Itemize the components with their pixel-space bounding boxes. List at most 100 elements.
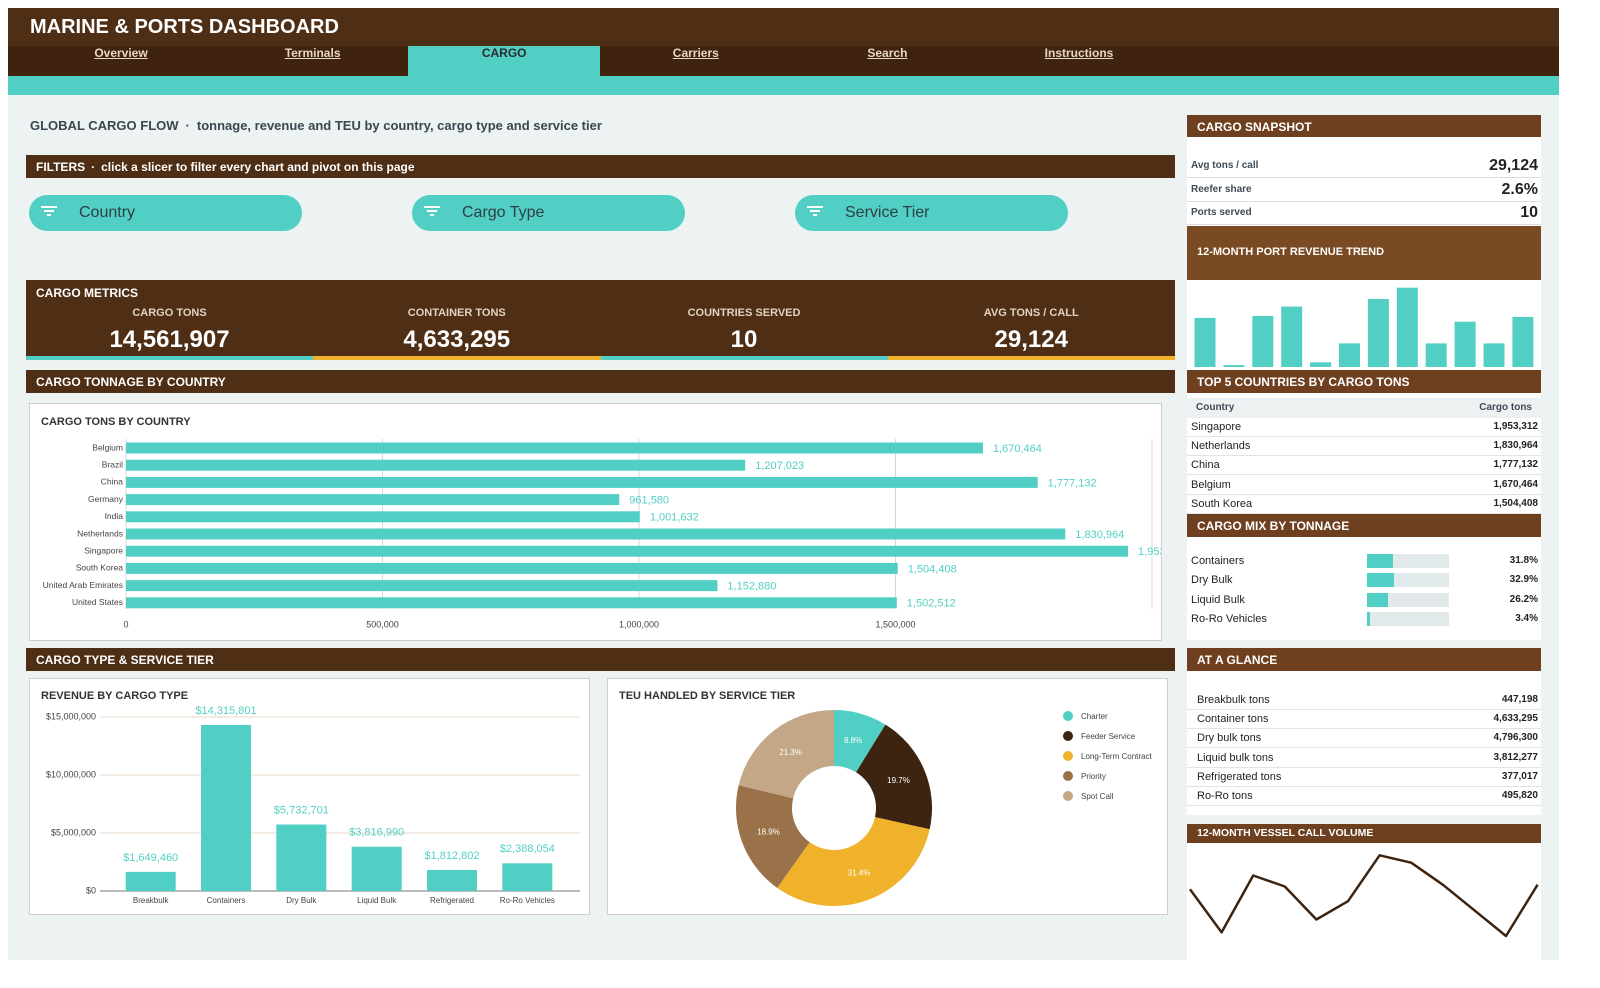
mix-label: Dry Bulk (1191, 574, 1233, 587)
page-heading: GLOBAL CARGO FLOW · tonnage, revenue and T… (30, 118, 602, 133)
accent-strip (8, 76, 1559, 95)
bar (1252, 316, 1274, 367)
tab[interactable]: Instructions (1044, 46, 1114, 60)
mix-bar (1367, 573, 1394, 588)
heading-title: GLOBAL CARGO FLOW (30, 118, 179, 133)
tab[interactable]: Terminals (284, 46, 341, 60)
value-label: 1,777,132 (1048, 477, 1097, 489)
section-title: CARGO TONNAGE BY COUNTRY (36, 375, 226, 389)
bar (126, 562, 898, 574)
snapshot-value: 2.6% (1501, 180, 1538, 198)
bar (126, 494, 620, 506)
metric-label: COUNTRIES SERVED (687, 307, 801, 319)
category-label: Refrigerated (430, 896, 474, 905)
section-title: 12-MONTH VESSEL CALL VOLUME (1197, 827, 1374, 839)
bar (1425, 343, 1447, 367)
category-label: Liquid Bulk (357, 896, 397, 905)
bar (1310, 362, 1332, 367)
category-label: United Arab Emirates (43, 580, 123, 590)
table-cell: Netherlands (1191, 440, 1251, 453)
slicer-label: Cargo Type (462, 204, 545, 221)
table-cell: 1,830,964 (1493, 440, 1539, 452)
section-header (26, 370, 1175, 393)
row-divider (1187, 766, 1541, 768)
category-label: Netherlands (77, 528, 123, 538)
glance-label: Refrigerated tons (1197, 770, 1282, 783)
category-label: Breakbulk (133, 896, 170, 905)
metric-value: 4,633,295 (403, 326, 511, 353)
table-cell: 1,504,408 (1493, 497, 1539, 509)
bar (1281, 306, 1303, 367)
header-bar (8, 8, 1559, 46)
y-tick-label: $15,000,000 (46, 711, 96, 721)
glance-label: Ro-Ro tons (1197, 790, 1253, 802)
section-title: CARGO SNAPSHOT (1197, 119, 1312, 134)
bar (502, 863, 553, 891)
mix-panel (1187, 537, 1541, 640)
glance-value: 4,796,300 (1493, 732, 1539, 744)
donut-slice (736, 785, 810, 888)
chart-title: REVENUE BY CARGO TYPE (41, 690, 188, 702)
section-title: AT A GLANCE (1197, 653, 1278, 667)
table-cell: 1,670,464 (1493, 478, 1539, 490)
slice-label: 31.4% (848, 868, 871, 877)
row-divider (1187, 224, 1541, 225)
glance-label: Container tons (1197, 713, 1269, 726)
slicer[interactable] (29, 195, 302, 231)
bar (201, 724, 251, 891)
row-divider (1187, 805, 1541, 806)
value-label: 1,502,512 (907, 598, 956, 610)
bar (1339, 343, 1360, 367)
glance-value: 377,017 (1501, 770, 1538, 782)
metric-value: 14,561,907 (109, 326, 230, 353)
category-label: Dry Bulk (286, 896, 317, 905)
tab[interactable]: Carriers (672, 46, 719, 60)
row-divider (1187, 474, 1541, 476)
metric-accent (600, 356, 888, 360)
row-divider (1187, 728, 1541, 730)
section-title: CARGO MIX BY TONNAGE (1197, 519, 1350, 533)
value-label: 1,207,023 (755, 460, 804, 472)
category-label: Brazil (102, 459, 123, 469)
tab[interactable]: Search (867, 46, 908, 60)
tab[interactable]: CARGO (408, 46, 601, 76)
x-tick-label: 1,000,000 (619, 619, 659, 629)
metric-accent (887, 356, 1175, 360)
section-header (1187, 115, 1541, 137)
bar (126, 580, 718, 592)
slice-label: 8.8% (844, 736, 862, 745)
glance-panel (1187, 671, 1541, 815)
value-label: 1,152,880 (727, 581, 776, 593)
bar (1223, 365, 1245, 367)
legend-label: Priority (1081, 772, 1106, 781)
metrics-title: CARGO METRICS (36, 286, 138, 300)
slice-label: 21.3% (779, 748, 802, 757)
legend-swatch (1063, 751, 1073, 761)
slice-label: 19.7% (887, 776, 910, 785)
value-label: 1,504,408 (908, 563, 957, 575)
metric-label: CARGO TONS (132, 307, 207, 319)
slicer[interactable] (795, 195, 1068, 231)
donut-slice (834, 710, 886, 773)
snapshot-value: 29,124 (1489, 157, 1538, 174)
slicer[interactable] (412, 195, 685, 231)
donut-slice (777, 817, 930, 906)
filters-title: FILTERS (36, 160, 86, 174)
value-label: 1,830,964 (1075, 529, 1124, 541)
tab[interactable]: Overview (94, 46, 148, 60)
snapshot-panel (1187, 137, 1541, 226)
category-label: United States (72, 597, 123, 607)
section-header (1187, 514, 1541, 537)
bar (1512, 316, 1534, 367)
filters-bar (26, 155, 1175, 178)
value-label: $3,816,990 (349, 827, 404, 839)
bar (427, 869, 477, 891)
bar (126, 597, 897, 609)
metric-label: CONTAINER TONS (407, 307, 506, 319)
glance-value: 4,633,295 (1493, 713, 1539, 725)
table-cell: 1,777,132 (1493, 459, 1539, 471)
table-cell: Belgium (1191, 478, 1231, 491)
bar (1454, 321, 1476, 367)
table-cell: 1,953,312 (1493, 421, 1539, 432)
category-label: South Korea (76, 563, 124, 573)
